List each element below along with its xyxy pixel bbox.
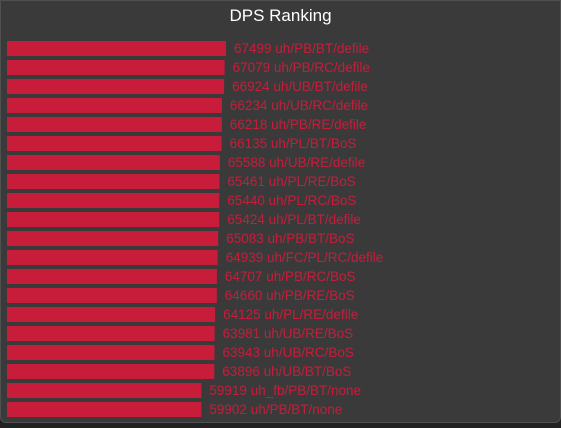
category-label-19: uh/PB/BT/none (251, 402, 343, 417)
category-label-18: uh_fb/PB/BT/none (251, 383, 361, 398)
data-label-19: 59902 (209, 402, 250, 417)
data-label-10: 65083 (226, 231, 267, 246)
bar-label-13: 64660 uh/PB/RE/BoS (225, 288, 355, 303)
category-label-13: uh/PB/RE/BoS (266, 288, 355, 303)
bar-4 (7, 117, 222, 132)
bar-label-18: 59919 uh_fb/PB/BT/none (209, 383, 361, 398)
category-label-4: uh/PB/RE/defile (271, 117, 366, 132)
data-label-4: 66218 (230, 117, 271, 132)
bar-label-5: 66135 uh/PL/BT/BoS (230, 136, 357, 151)
category-label-12: uh/PB/RC/BoS (266, 269, 355, 284)
bar-label-7: 65461 uh/PL/RE/BoS (227, 174, 355, 189)
bar-5 (7, 136, 222, 151)
bar-13 (7, 288, 217, 303)
bar-label-6: 65588 uh/UB/RE/defile (228, 155, 365, 170)
bar-17 (7, 364, 215, 379)
data-label-2: 66924 (232, 79, 273, 94)
data-label-16: 63943 (223, 345, 264, 360)
category-label-9: uh/PL/BT/defile (269, 212, 361, 227)
bar-label-4: 66218 uh/PB/RE/defile (230, 117, 367, 132)
data-label-6: 65588 (228, 155, 269, 170)
category-label-10: uh/PB/BT/BoS (267, 231, 354, 246)
bar-label-12: 64707 uh/PB/RC/BoS (225, 269, 356, 284)
bar-2 (7, 79, 225, 94)
bar-8 (7, 193, 220, 208)
data-label-7: 65461 (227, 174, 268, 189)
bar-7 (7, 174, 220, 189)
bar-9 (7, 212, 220, 227)
category-label-2: uh/UB/BT/defile (273, 79, 368, 94)
category-label-16: uh/UB/RC/BoS (264, 345, 354, 360)
bar-6 (7, 155, 220, 170)
bar-label-1: 67079 uh/PB/RC/defile (233, 60, 370, 75)
category-label-7: uh/PL/RE/BoS (269, 174, 356, 189)
data-label-13: 64660 (225, 288, 266, 303)
data-label-11: 64939 (226, 250, 267, 265)
category-label-1: uh/PB/RC/defile (274, 60, 370, 75)
data-label-18: 59919 (209, 383, 250, 398)
category-label-3: uh/UB/RC/defile (271, 98, 368, 113)
bar-10 (7, 231, 219, 246)
category-label-14: uh/PL/RE/defile (264, 307, 358, 322)
bar-12 (7, 269, 217, 284)
bar-16 (7, 345, 215, 360)
bar-label-15: 63981 uh/UB/RE/BoS (223, 326, 354, 341)
data-label-15: 63981 (223, 326, 264, 341)
bar-3 (7, 98, 222, 113)
bar-label-0: 67499 uh/PB/BT/defile (234, 41, 369, 56)
category-label-17: uh/UB/BT/BoS (264, 364, 352, 379)
data-label-12: 64707 (225, 269, 266, 284)
data-label-1: 67079 (233, 60, 274, 75)
bar-label-3: 66234 uh/UB/RC/defile (230, 98, 368, 113)
bar-label-8: 65440 uh/PL/RC/BoS (227, 193, 356, 208)
category-label-5: uh/PL/BT/BoS (271, 136, 357, 151)
data-label-8: 65440 (227, 193, 268, 208)
bar-label-11: 64939 uh/FC/PL/RC/defile (226, 250, 384, 265)
bar-label-2: 66924 uh/UB/BT/defile (232, 79, 368, 94)
bar-label-19: 59902 uh/PB/BT/none (209, 402, 342, 417)
bar-label-10: 65083 uh/PB/BT/BoS (226, 231, 354, 246)
category-label-11: uh/FC/PL/RC/defile (267, 250, 383, 265)
bar-0 (7, 41, 226, 56)
bar-18 (7, 383, 202, 398)
bar-1 (7, 60, 225, 75)
data-label-14: 64125 (223, 307, 264, 322)
category-label-15: uh/UB/RE/BoS (264, 326, 353, 341)
category-label-8: uh/PL/RC/BoS (269, 193, 357, 208)
category-label-0: uh/PB/BT/defile (275, 41, 369, 56)
bar-19 (7, 402, 202, 417)
bar-14 (7, 307, 216, 322)
data-label-9: 65424 (227, 212, 268, 227)
chart-title: DPS Ranking (229, 6, 332, 25)
bar-15 (7, 326, 215, 341)
bar-11 (7, 250, 218, 265)
bar-label-9: 65424 uh/PL/BT/defile (227, 212, 361, 227)
data-label-5: 66135 (230, 136, 271, 151)
bar-label-16: 63943 uh/UB/RC/BoS (223, 345, 354, 360)
data-label-0: 67499 (234, 41, 275, 56)
category-label-6: uh/UB/RE/defile (269, 155, 365, 170)
bar-label-17: 63896 uh/UB/BT/BoS (222, 364, 351, 379)
data-label-3: 66234 (230, 98, 271, 113)
bar-label-14: 64125 uh/PL/RE/defile (223, 307, 358, 322)
data-label-17: 63896 (222, 364, 263, 379)
